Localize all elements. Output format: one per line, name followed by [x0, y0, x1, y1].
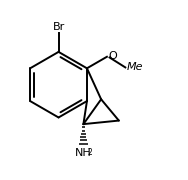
- Text: Me: Me: [126, 62, 143, 72]
- Text: NH: NH: [74, 148, 91, 158]
- Text: Br: Br: [52, 22, 65, 32]
- Text: O: O: [108, 51, 117, 61]
- Text: 2: 2: [88, 148, 92, 157]
